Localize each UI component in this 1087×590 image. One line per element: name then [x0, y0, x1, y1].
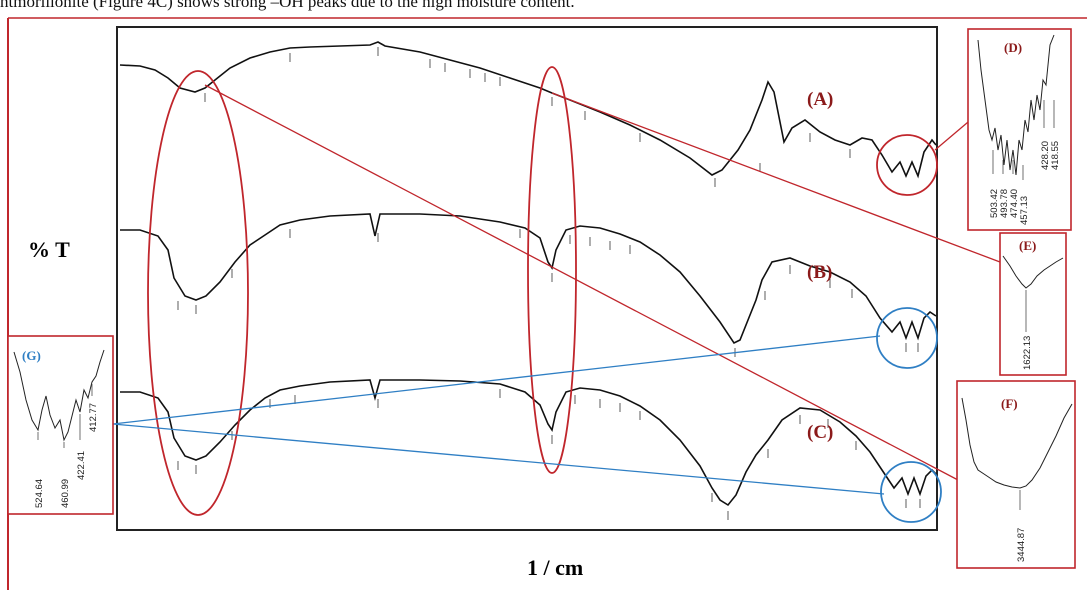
inset-e: (E) 1622.13 — [999, 232, 1067, 376]
highlight-circle-b — [876, 307, 938, 369]
inset-d-ticks — [992, 100, 1055, 180]
spectrum-label-c: (C) — [807, 422, 833, 443]
inset-g-value-2: 460.99 — [60, 479, 71, 508]
inset-g-value-1: 524.64 — [34, 479, 45, 508]
inset-d-label: (D) — [1004, 40, 1022, 55]
peak-tick-marks — [177, 47, 921, 520]
inset-g: (G) 524.64 460.99 422.41 412.77 — [7, 335, 114, 515]
spectrum-line-b — [120, 213, 937, 345]
spectrum-line-a — [119, 41, 937, 179]
inset-e-value-1: 1622.13 — [1022, 336, 1033, 370]
connector-line-e — [551, 92, 1001, 263]
inset-f-label: (F) — [1001, 396, 1018, 411]
x-axis-label: 1 / cm — [527, 555, 583, 580]
connector-line-f — [204, 84, 959, 481]
inset-d-value-2: 493.78 — [999, 189, 1010, 218]
caption-text: ntmorillonite (Figure 4C) shows strong –… — [0, 0, 575, 11]
inset-f: (F) 3444.87 — [956, 380, 1076, 569]
inset-d-value-4: 457.13 — [1019, 196, 1030, 225]
inset-e-label: (E) — [1019, 238, 1036, 253]
inset-d-value-3: 474.40 — [1009, 189, 1020, 218]
highlight-circle-c — [880, 461, 942, 523]
connector-line-g-b — [112, 335, 881, 425]
highlight-ellipse-1622-region — [527, 66, 577, 474]
connector-line-g-c — [112, 423, 885, 495]
spectrum-line-c — [120, 379, 937, 507]
inset-d-value-5: 428.20 — [1040, 141, 1051, 170]
y-axis-label: % T — [28, 237, 70, 262]
spectrum-label-b: (B) — [807, 262, 832, 283]
plot-frame — [116, 26, 938, 531]
inset-f-value-1: 3444.87 — [1016, 528, 1027, 562]
spectrum-label-a: (A) — [807, 89, 833, 110]
inset-g-value-4: 412.77 — [88, 403, 99, 432]
inset-g-value-3: 422.41 — [76, 451, 87, 480]
inset-d-value-1: 503.42 — [989, 189, 1000, 218]
highlight-ellipse-oh-region — [147, 70, 249, 516]
inset-d-value-6: 418.55 — [1050, 141, 1061, 170]
inset-d: (D) 503.42 493.78 474.40 457.13 428.20 4… — [967, 28, 1072, 231]
inset-g-label: (G) — [22, 348, 41, 363]
highlight-circle-a — [876, 134, 938, 196]
